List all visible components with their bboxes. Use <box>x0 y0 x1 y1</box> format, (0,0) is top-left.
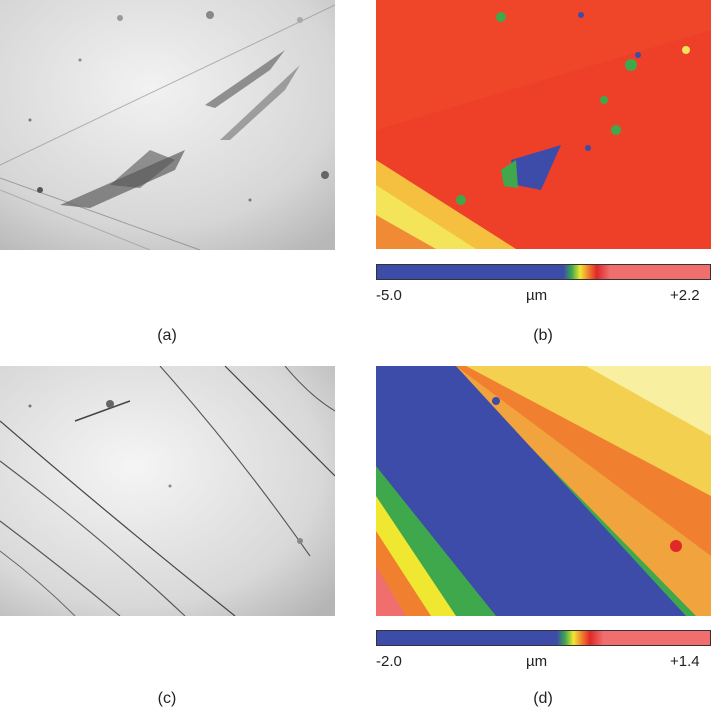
caption-b: (b) <box>533 327 553 344</box>
caption-a: (a) <box>157 327 177 344</box>
caption-c: (c) <box>157 690 177 707</box>
colorbar-d-min-label: -2.0 <box>376 653 402 670</box>
caption-d: (d) <box>533 690 553 707</box>
micrograph-a <box>0 0 335 250</box>
colorbar-b-unit-label: µm <box>526 287 548 304</box>
micrograph-c <box>0 366 335 616</box>
colorbar-d-unit-label: µm <box>526 653 548 670</box>
colorbar-b <box>376 264 711 280</box>
colorbar-d-max-label: +1.4 <box>670 653 700 670</box>
colorbar-d <box>376 630 711 646</box>
height-map-d <box>376 366 711 616</box>
colorbar-b-max-label: +2.2 <box>670 287 700 304</box>
colorbar-b-min-label: -5.0 <box>376 287 402 304</box>
height-map-b <box>376 0 711 249</box>
